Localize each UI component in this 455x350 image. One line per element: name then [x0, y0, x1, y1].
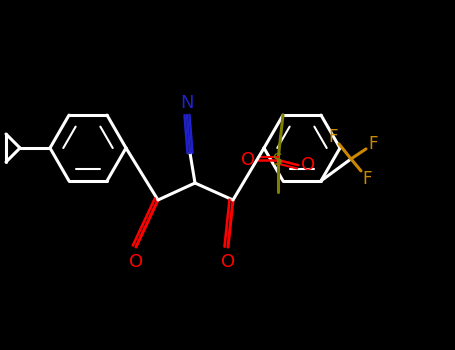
Text: O: O: [221, 253, 235, 271]
Text: F: F: [362, 170, 372, 188]
Text: F: F: [328, 128, 338, 146]
Text: O: O: [129, 253, 143, 271]
Text: S: S: [273, 153, 283, 168]
Text: N: N: [180, 94, 194, 112]
Text: O: O: [241, 151, 255, 169]
Text: F: F: [368, 135, 378, 153]
Text: O: O: [301, 156, 315, 174]
